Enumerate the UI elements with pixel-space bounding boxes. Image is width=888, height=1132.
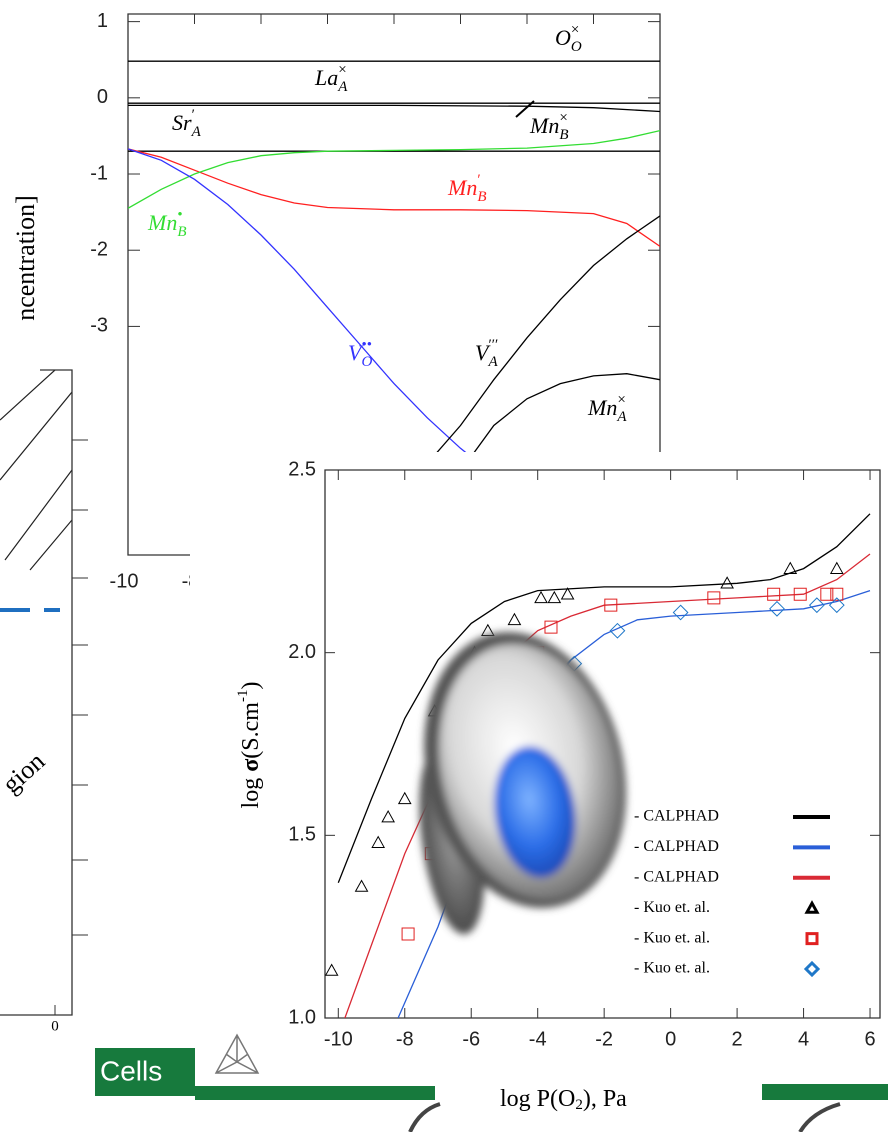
x-tick-label: -2 — [595, 1028, 613, 1050]
label-sub: A — [191, 124, 202, 140]
label-sup: × — [617, 392, 625, 408]
label-base: Mn — [447, 175, 477, 200]
banner-bar — [195, 1086, 435, 1100]
x-tick-label: -8 — [396, 1028, 414, 1050]
x-tick-label: -4 — [529, 1028, 547, 1050]
label-sub: A — [337, 79, 348, 95]
x-tick-label: 0 — [665, 1028, 676, 1050]
yl-sup: -1 — [235, 690, 251, 703]
label-sup: ′′′ — [488, 337, 498, 353]
legend-label: - CALPHAD — [634, 868, 719, 885]
legend-label: - Kuo et. al. — [634, 899, 710, 916]
banner-text: Cells — [100, 1055, 162, 1086]
curve-label: Mn×A — [587, 392, 627, 425]
y-axis-label: ncentration] — [11, 195, 40, 321]
xl-part: ), Pa — [583, 1086, 627, 1112]
xl-part: log P(O — [500, 1086, 575, 1112]
label-sup: ′ — [192, 107, 195, 123]
label-base: Mn — [587, 395, 617, 420]
yl-sigma: σ — [238, 759, 264, 772]
label-base: Mn — [529, 113, 559, 138]
y-tick-label: 2.0 — [288, 641, 316, 663]
label-base: Mn — [147, 210, 177, 235]
x-tick-label: -6 — [462, 1028, 480, 1050]
legend-label: - CALPHAD — [634, 838, 719, 855]
curve-label: Sr′A — [172, 107, 202, 140]
curve-label: V••O — [348, 337, 372, 370]
label-base: Sr — [172, 110, 192, 135]
curve-label: Mn′B — [447, 172, 487, 205]
y-tick-label: -2 — [90, 238, 108, 260]
y-tick-label: 2.5 — [288, 458, 316, 480]
label-sub: A — [616, 409, 627, 425]
x-tick-label: 6 — [864, 1028, 875, 1050]
label-sub: O — [361, 354, 372, 370]
y-tick-label: 0 — [97, 86, 108, 108]
x-tick-label: 4 — [798, 1028, 809, 1050]
curve — [427, 216, 660, 464]
label-sup: • — [177, 207, 182, 223]
label-sub: B — [477, 189, 486, 205]
label-sub: A — [487, 354, 498, 370]
yl-unit: (S.cm — [238, 702, 264, 759]
label-sup: × — [559, 110, 567, 126]
x-tick-label: -10 — [324, 1028, 353, 1050]
x-tick-label: 0 — [51, 1018, 59, 1034]
legend-label: - Kuo et. al. — [634, 960, 710, 977]
banner-bar — [762, 1084, 888, 1100]
curve-label: Mn•B — [147, 207, 187, 240]
label-base: La — [314, 65, 338, 90]
y-tick-label: 1 — [97, 10, 108, 32]
curve-label: Mn×B — [529, 110, 569, 143]
screenshot: -10-8-6-4-2024610-1-2-3ncentration]O×OLa… — [0, 0, 888, 1132]
label-base: O — [555, 25, 571, 50]
xl-part: 2 — [575, 1097, 583, 1113]
page: -10-8-6-4-2024610-1-2-3ncentration]O×OLa… — [0, 0, 888, 1132]
curve-label: O×O — [555, 22, 582, 55]
label-sub: B — [559, 127, 568, 143]
legend-label: - Kuo et. al. — [634, 929, 710, 946]
x-axis-label: log P(O2), Pa — [500, 1086, 627, 1114]
yl-close: ) — [238, 682, 264, 690]
curve — [128, 105, 660, 111]
y-tick-label: -3 — [90, 315, 108, 337]
curve — [128, 149, 494, 475]
yl-text: log — [238, 772, 264, 809]
label-sub: O — [571, 39, 582, 55]
label-sub: B — [177, 224, 186, 240]
legend-label: - CALPHAD — [634, 808, 719, 825]
y-tick-label: -1 — [90, 162, 108, 184]
label-sup: ′ — [477, 172, 480, 188]
label-sup: •• — [361, 337, 372, 353]
y-tick-label: 1.0 — [288, 1006, 316, 1028]
label-sup: × — [571, 22, 579, 38]
curve-label: V′′′A — [475, 337, 498, 370]
curve — [128, 131, 660, 209]
curve-label: La×A — [314, 62, 348, 95]
label-sup: × — [338, 62, 346, 78]
y-tick-label: 1.5 — [288, 824, 316, 846]
x-tick-label: -10 — [110, 570, 139, 592]
curve — [128, 149, 660, 247]
x-tick-label: 2 — [732, 1028, 743, 1050]
